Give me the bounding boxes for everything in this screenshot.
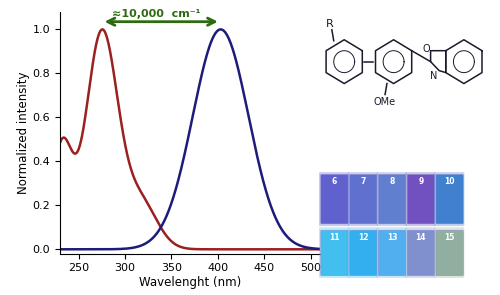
Text: 13: 13	[387, 233, 398, 242]
FancyBboxPatch shape	[348, 227, 378, 278]
FancyBboxPatch shape	[406, 172, 436, 226]
Text: 8: 8	[390, 177, 394, 186]
FancyBboxPatch shape	[350, 174, 377, 224]
Text: N: N	[430, 71, 437, 81]
Text: OMe: OMe	[373, 97, 395, 107]
Text: R: R	[326, 19, 334, 29]
FancyBboxPatch shape	[378, 174, 406, 224]
FancyBboxPatch shape	[319, 172, 349, 226]
Text: ≈10,000  cm⁻¹: ≈10,000 cm⁻¹	[112, 9, 201, 19]
FancyBboxPatch shape	[350, 230, 377, 276]
FancyBboxPatch shape	[321, 174, 348, 224]
FancyBboxPatch shape	[378, 230, 406, 276]
FancyBboxPatch shape	[434, 172, 464, 226]
Text: 14: 14	[416, 233, 426, 242]
Text: 12: 12	[358, 233, 368, 242]
FancyBboxPatch shape	[407, 174, 434, 224]
FancyBboxPatch shape	[436, 174, 464, 224]
FancyBboxPatch shape	[406, 227, 436, 278]
Text: 11: 11	[329, 233, 340, 242]
Text: 9: 9	[418, 177, 424, 186]
Text: 10: 10	[444, 177, 455, 186]
FancyBboxPatch shape	[348, 172, 378, 226]
Y-axis label: Normalized intensity: Normalized intensity	[16, 71, 30, 194]
Text: 15: 15	[444, 233, 455, 242]
FancyBboxPatch shape	[436, 230, 464, 276]
Text: 6: 6	[332, 177, 337, 186]
FancyBboxPatch shape	[376, 227, 407, 278]
Text: O: O	[422, 44, 430, 54]
FancyBboxPatch shape	[321, 230, 348, 276]
FancyBboxPatch shape	[407, 230, 434, 276]
FancyBboxPatch shape	[376, 172, 407, 226]
FancyBboxPatch shape	[434, 227, 464, 278]
FancyBboxPatch shape	[319, 227, 349, 278]
Text: 7: 7	[360, 177, 366, 186]
X-axis label: Wavelenght (nm): Wavelenght (nm)	[139, 276, 241, 289]
